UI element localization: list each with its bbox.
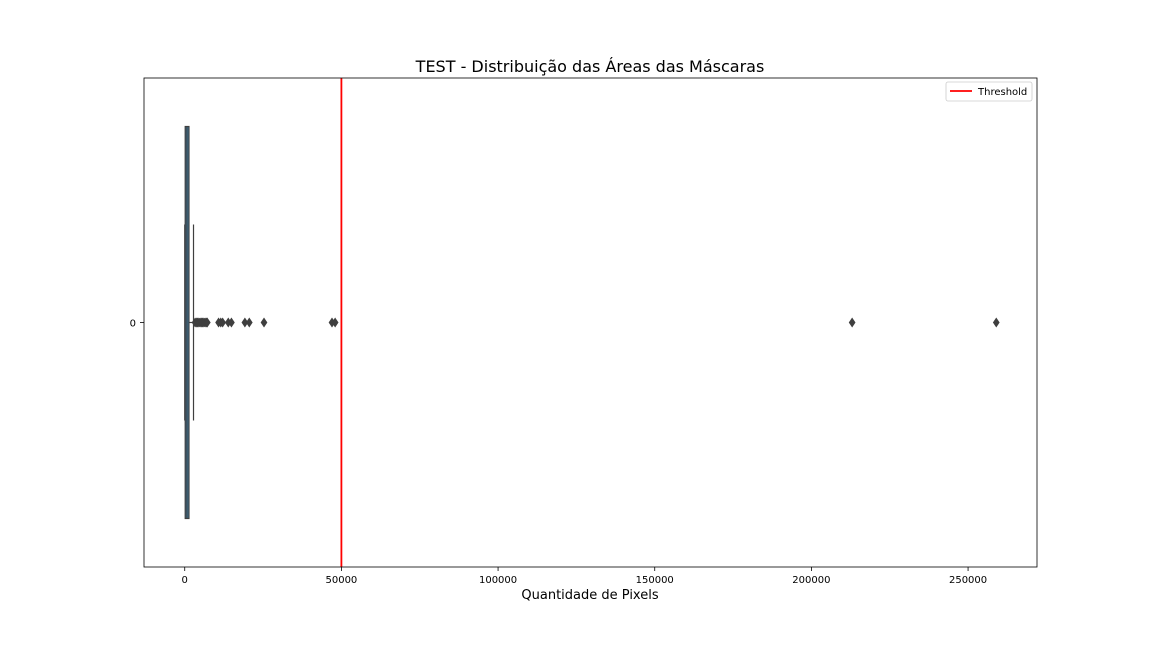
x-tick-label: 50000 — [325, 575, 357, 586]
chart-title: TEST - Distribuição das Áreas das Máscar… — [415, 57, 765, 76]
outlier-point — [992, 317, 1000, 328]
outlier-point — [203, 317, 211, 328]
x-tick-label: 250000 — [949, 575, 987, 586]
outlier-point — [219, 317, 227, 328]
legend: Threshold — [945, 81, 1033, 102]
outlier-point — [331, 317, 339, 328]
outlier-point — [848, 317, 856, 328]
outlier-point — [241, 317, 249, 328]
plot-frame — [143, 77, 1038, 568]
x-axis: 0 50000 100000 150000 200000 250000 — [182, 567, 987, 586]
y-tick-label: 0 — [130, 319, 136, 330]
x-tick-label: 200000 — [792, 575, 830, 586]
outlier-point — [260, 317, 268, 328]
x-axis-label: Quantidade de Pixels — [521, 588, 658, 603]
outlier-point — [245, 317, 253, 328]
x-tick-label: 100000 — [479, 575, 517, 586]
x-tick-label: 150000 — [636, 575, 674, 586]
legend-threshold-label: Threshold — [977, 87, 1027, 98]
outlier-point — [228, 317, 235, 328]
y-axis: 0 — [130, 319, 144, 330]
x-tick-label: 0 — [182, 575, 188, 586]
plot-area — [184, 78, 1000, 567]
legend-box — [945, 81, 1033, 102]
